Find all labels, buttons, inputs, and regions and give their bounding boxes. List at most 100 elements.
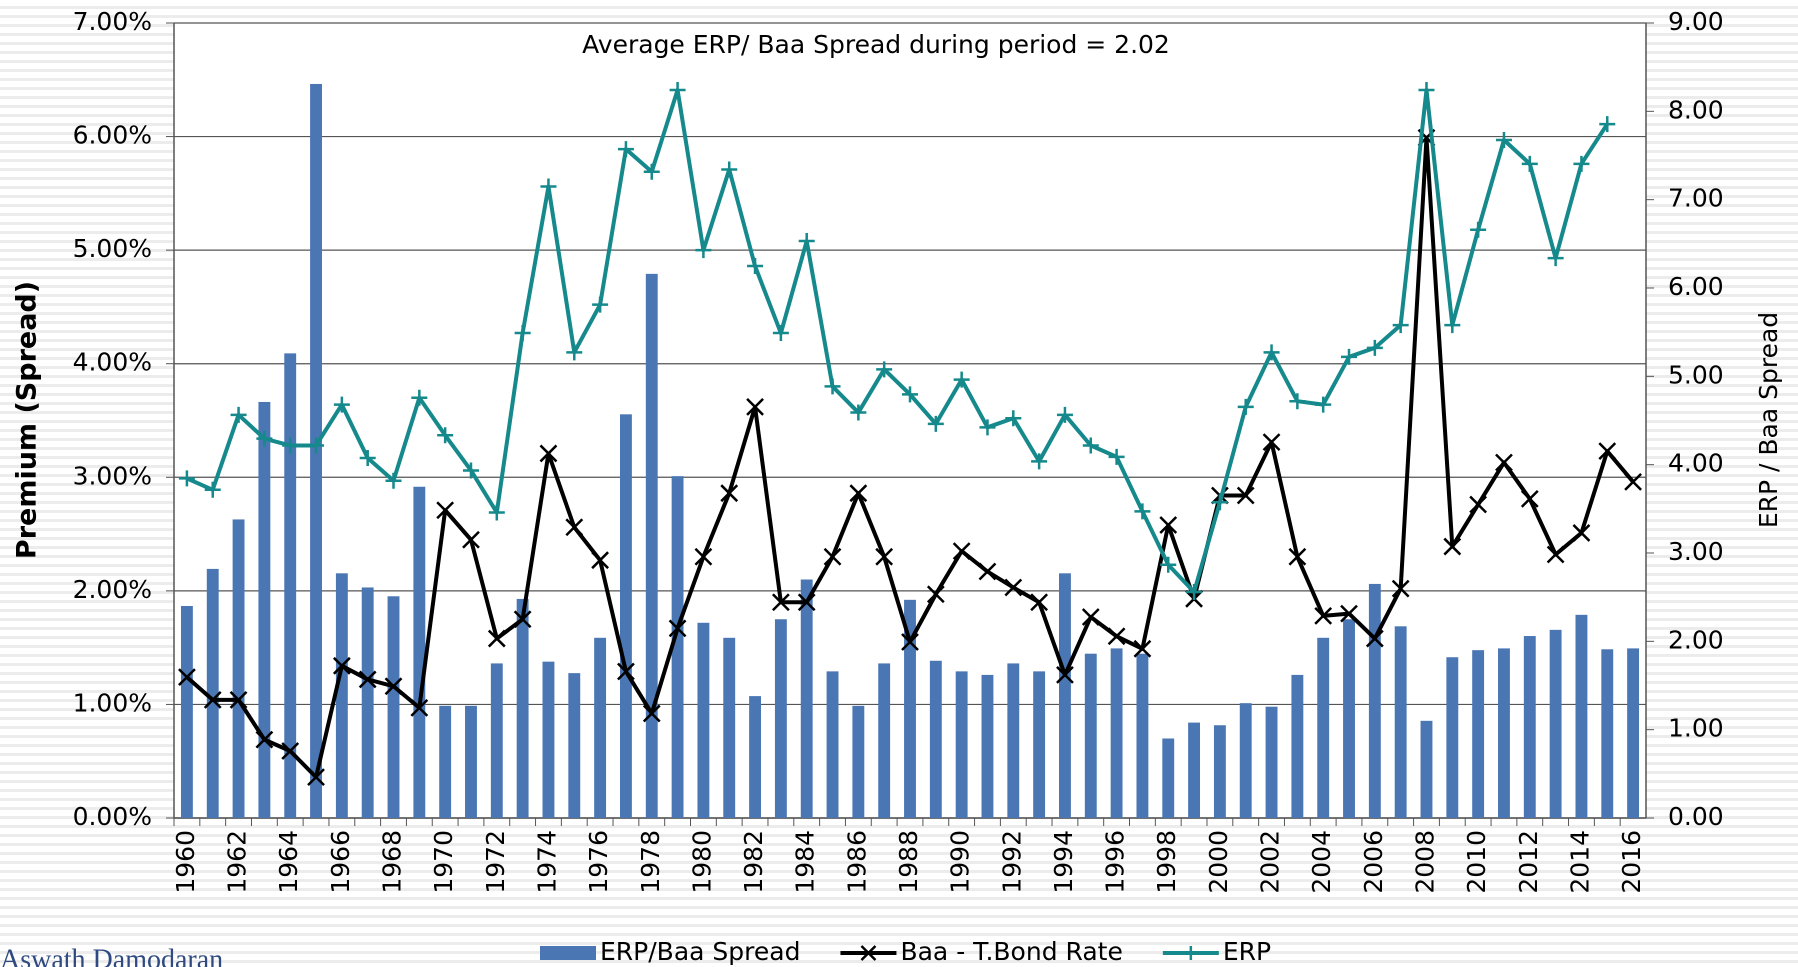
marker [333,396,350,413]
marker [359,449,376,466]
marker [1573,155,1590,172]
marker [823,547,842,566]
bar [645,273,658,818]
marker [1031,453,1048,470]
marker [1082,437,1099,454]
y2-tick-label: 8.00 [1668,95,1724,124]
bar [697,622,710,818]
marker [694,547,713,566]
marker [539,444,558,463]
marker [1288,547,1307,566]
marker [1546,545,1565,564]
bar [1188,722,1201,818]
y2-tick-label: 7.00 [1668,184,1724,213]
marker [1262,433,1281,451]
marker [901,633,919,651]
x-tick-label: 2008 [1410,830,1439,894]
bar [439,705,452,818]
bar [1627,648,1640,818]
bar [1575,614,1588,818]
marker [256,430,273,447]
marker [953,371,970,388]
marker [1056,666,1074,684]
y-tick-label: 0.00% [73,802,152,831]
marker [850,404,867,421]
marker [436,501,455,520]
marker [308,437,325,454]
marker [642,704,661,723]
bar [1601,649,1614,818]
bar [387,596,400,818]
marker [411,389,428,406]
marker [540,178,557,195]
marker [178,668,196,687]
x-tick-label: 1996 [1101,830,1130,894]
x-tick-label: 2006 [1359,830,1388,894]
bar [1420,720,1433,818]
marker [488,504,505,521]
marker [1160,556,1177,573]
marker [979,419,996,436]
marker [1004,578,1023,597]
x-tick-label: 1962 [223,830,252,894]
bar [490,663,503,818]
marker [771,593,790,612]
y2-tick-label: 9.00 [1668,7,1724,36]
marker [204,481,221,498]
bar [1394,626,1407,818]
bar [619,414,632,818]
x-tick-label: 1974 [532,830,561,894]
y-axis-title: Premium (Spread) [12,281,43,559]
marker [566,344,583,361]
bar [568,673,581,818]
y-tick-label: 3.00% [73,461,152,490]
marker [772,325,789,342]
bar [826,671,839,818]
marker [875,547,894,566]
marker [669,82,686,99]
bar [671,476,684,818]
marker [203,691,222,709]
marker [952,542,971,560]
marker [695,242,712,259]
line [186,88,1609,594]
marker [462,530,480,549]
x-tick-label: 1992 [997,830,1026,894]
marker [410,698,429,717]
y2-axis-title: ERP / Baa Spread [1754,312,1783,528]
marker [592,296,609,313]
x-tick-label: 1984 [791,830,820,894]
marker [824,378,841,395]
marker [1495,453,1513,472]
bar [1162,738,1175,818]
marker [385,472,402,489]
marker [927,415,944,432]
bar [1523,636,1536,818]
marker [746,397,764,416]
y-tick-label: 4.00% [73,348,152,377]
marker [721,161,738,178]
marker [1315,396,1332,413]
marker [282,437,299,454]
x-tick-label: 1968 [378,830,407,894]
bar [594,637,607,818]
bar [1084,653,1097,818]
marker [926,585,945,604]
marker [1340,604,1358,623]
marker [1470,221,1487,238]
bar [1368,583,1381,818]
marker [487,629,506,648]
legend-marker [860,945,877,961]
marker [255,730,274,749]
marker [1495,131,1512,148]
y2-tick-label: 2.00 [1668,625,1724,654]
marker [384,677,403,696]
marker [1572,524,1591,542]
bar [180,606,193,818]
marker [978,562,997,581]
x-tick-label: 1980 [687,830,716,894]
y2-tick-label: 6.00 [1668,272,1724,301]
bar [1059,573,1071,818]
bar [335,573,348,818]
